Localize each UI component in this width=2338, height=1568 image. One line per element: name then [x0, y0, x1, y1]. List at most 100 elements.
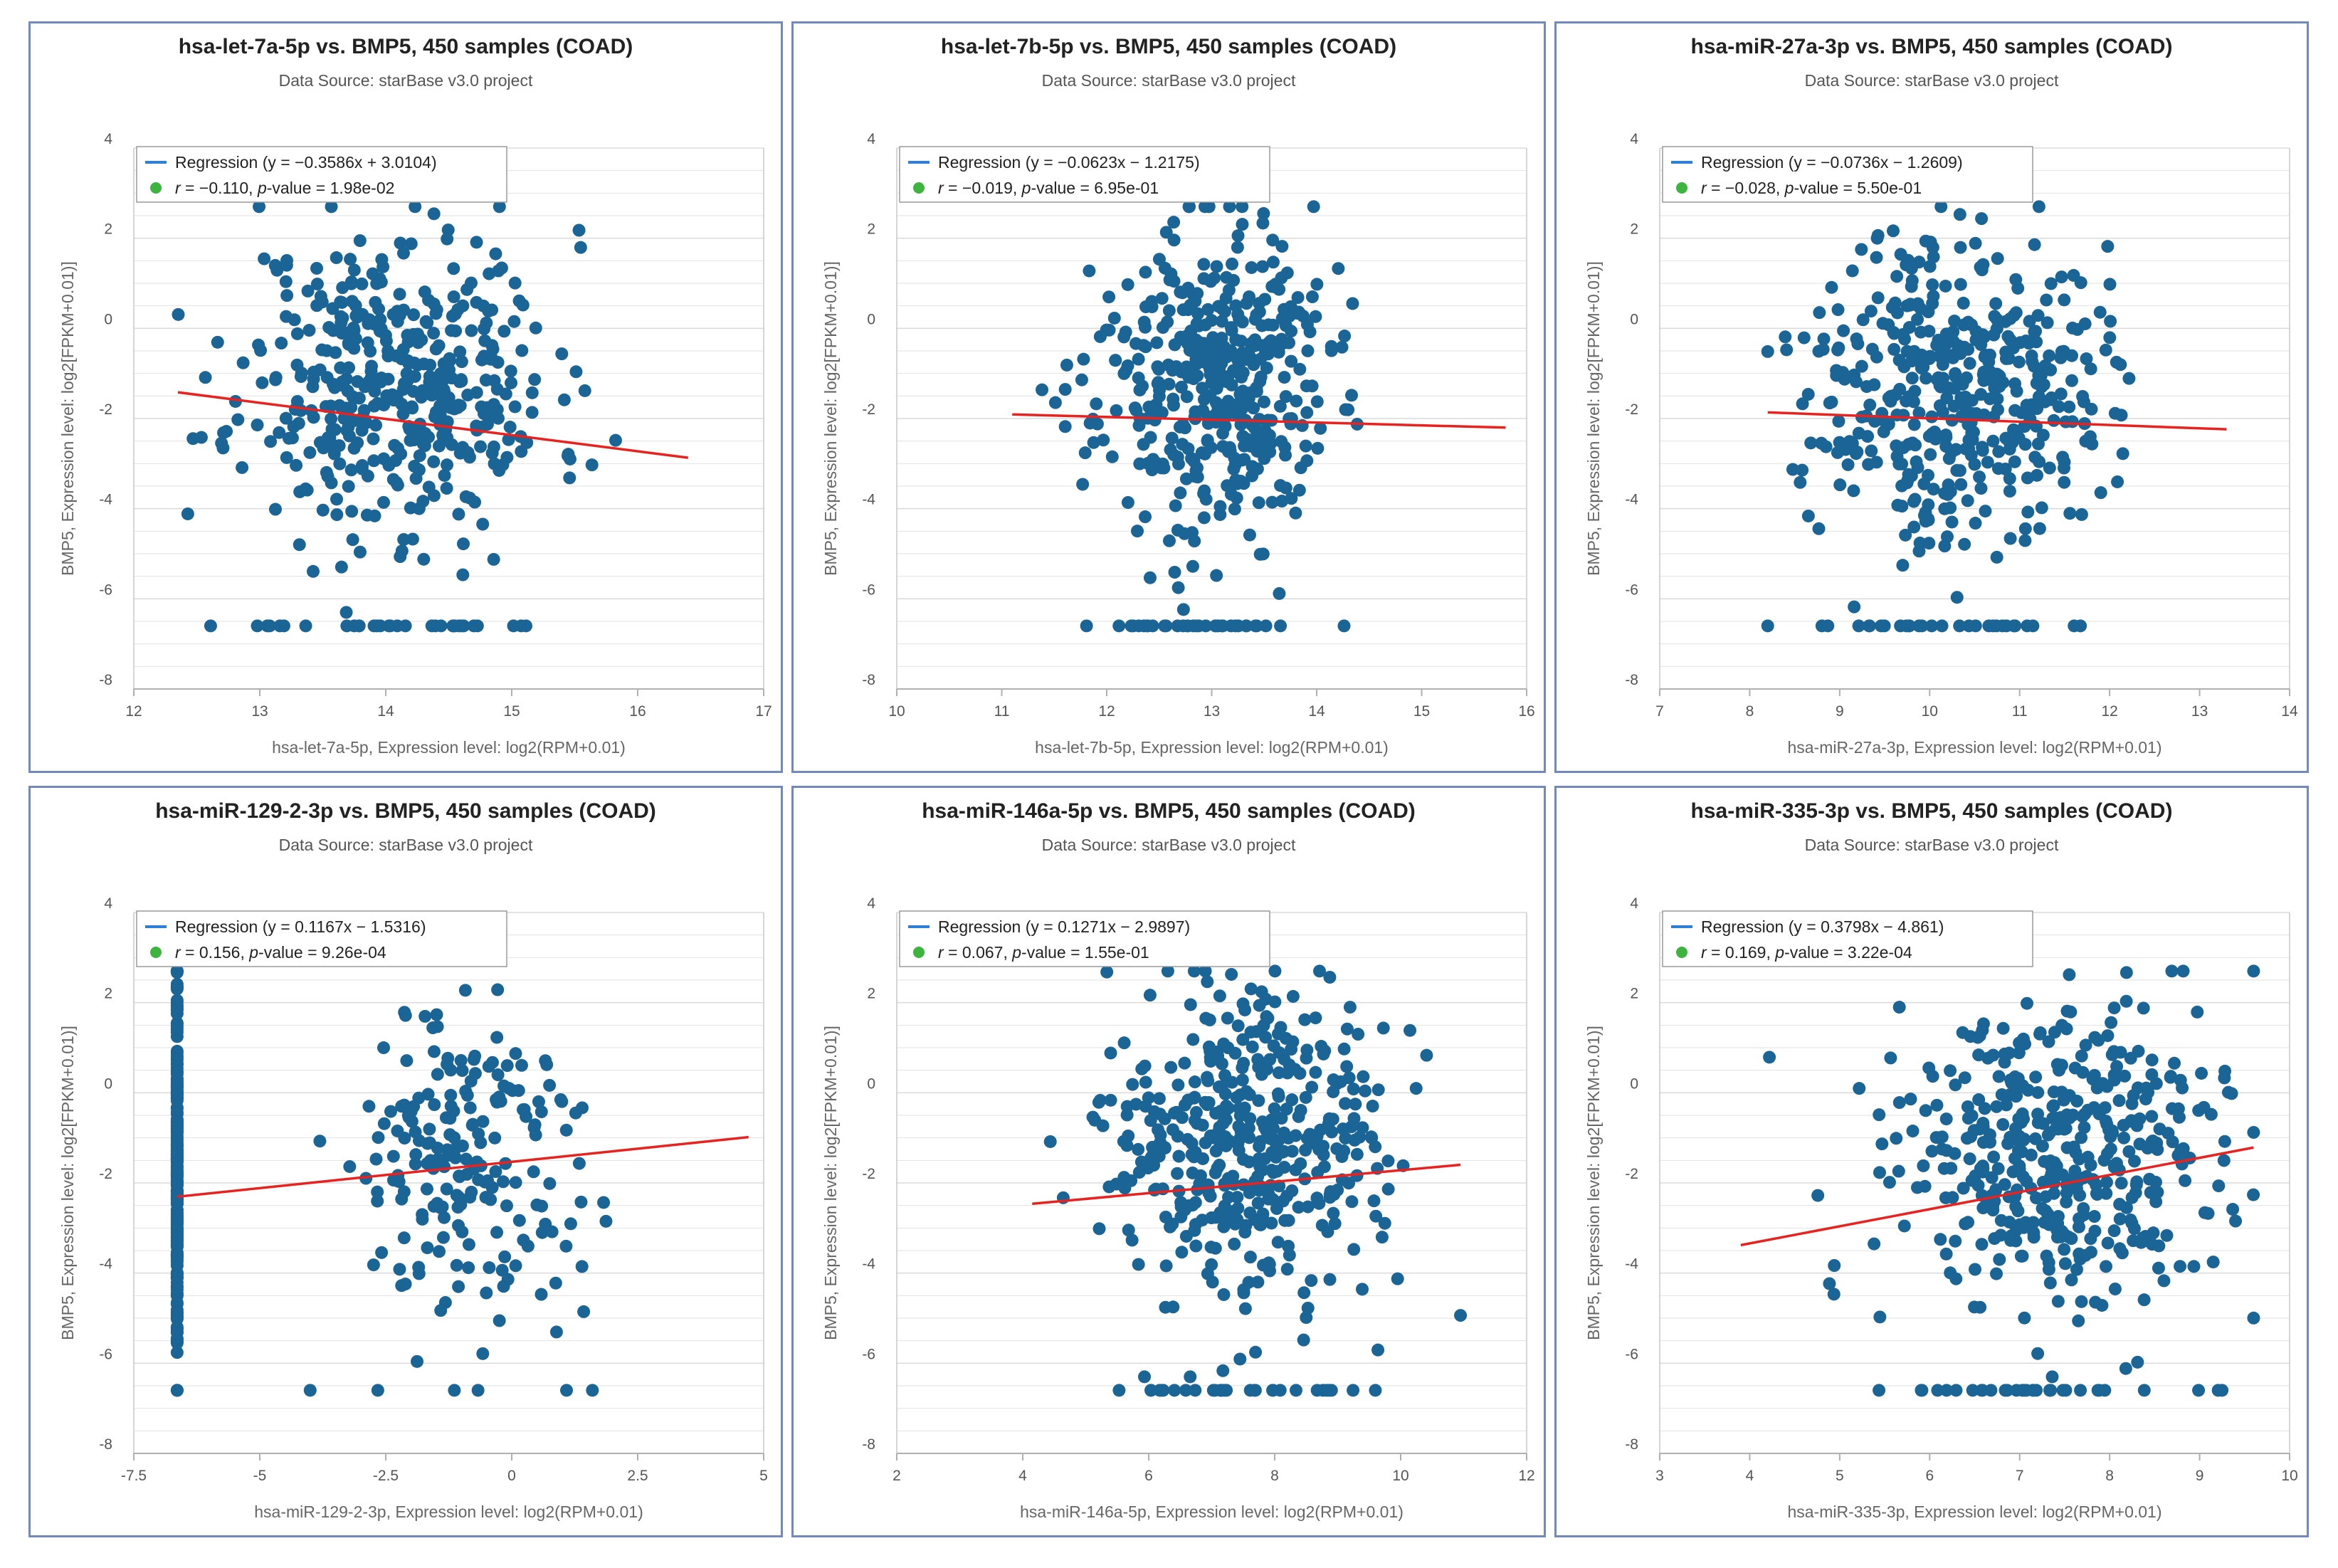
- data-point: [372, 302, 386, 316]
- data-point: [2048, 1156, 2061, 1169]
- data-point: [1937, 1162, 1951, 1175]
- data-point: [1864, 305, 1878, 318]
- data-point: [172, 307, 185, 321]
- data-point: [1244, 982, 1258, 996]
- data-point: [1300, 1311, 1313, 1325]
- data-point: [1310, 278, 1324, 291]
- data-point: [1167, 233, 1181, 247]
- data-point: [2018, 1311, 2031, 1325]
- data-point: [1188, 1090, 1201, 1104]
- data-point: [491, 1068, 505, 1082]
- data-point: [2052, 400, 2065, 414]
- data-point: [1135, 1062, 1149, 1075]
- data-point: [362, 376, 375, 389]
- data-point: [1234, 335, 1248, 348]
- data-point: [2115, 1177, 2128, 1190]
- data-point: [1391, 1272, 1404, 1285]
- data-point: [1139, 340, 1152, 354]
- data-point: [482, 305, 495, 318]
- data-point: [1949, 346, 1963, 359]
- legend-p-symbol: p: [1011, 943, 1021, 962]
- data-point: [1940, 1384, 1954, 1397]
- legend-r-symbol: r: [938, 943, 944, 962]
- data-point: [2117, 1131, 2131, 1145]
- x-tick-label: 9: [1836, 703, 1844, 720]
- data-point: [1862, 458, 1875, 471]
- data-point: [1215, 406, 1228, 420]
- data-point: [1195, 446, 1209, 460]
- data-point: [412, 1091, 426, 1105]
- data-point: [493, 200, 506, 214]
- data-point: [1927, 483, 1940, 496]
- data-point: [1121, 278, 1134, 291]
- data-point: [2031, 1347, 2045, 1360]
- data-point: [1894, 248, 1907, 261]
- x-tick-label: 8: [1746, 703, 1754, 720]
- data-point: [1975, 1238, 1989, 1251]
- data-point: [2247, 964, 2260, 978]
- data-point: [369, 419, 383, 432]
- data-point: [2054, 1111, 2068, 1125]
- data-point: [1999, 352, 2013, 365]
- x-tick-label: 10: [1392, 1468, 1408, 1484]
- data-point: [459, 1152, 473, 1166]
- data-point: [339, 372, 353, 386]
- data-point: [2057, 461, 2070, 475]
- data-point: [1939, 1112, 1953, 1126]
- data-point: [2058, 293, 2071, 307]
- data-point: [346, 533, 359, 547]
- data-point: [505, 376, 518, 389]
- data-point: [457, 537, 470, 551]
- data-point: [2063, 968, 2076, 982]
- data-point: [512, 294, 526, 307]
- data-point: [1953, 464, 1966, 478]
- legend: Regression (y = 0.1271x − 2.9897) r = 0.0…: [899, 910, 1270, 967]
- data-point: [220, 425, 233, 438]
- data-point: [1870, 251, 1883, 264]
- data-point: [1906, 1125, 1920, 1138]
- data-point: [1999, 1384, 2012, 1397]
- data-point: [1275, 1145, 1289, 1159]
- legend-box: [899, 146, 1270, 203]
- data-point: [1080, 619, 1093, 633]
- data-point: [1300, 406, 1314, 419]
- data-point: [170, 1053, 184, 1067]
- data-point: [397, 532, 411, 546]
- data-point: [2124, 1051, 2137, 1065]
- data-point: [1301, 1200, 1315, 1214]
- data-point: [1294, 461, 1307, 475]
- data-point: [479, 1191, 493, 1204]
- data-point: [512, 1084, 525, 1098]
- data-point: [549, 1325, 563, 1339]
- data-point: [1991, 392, 2004, 406]
- data-point: [1340, 1022, 1354, 1036]
- data-point: [1922, 1061, 1936, 1075]
- data-point: [2080, 352, 2093, 366]
- data-point: [1868, 1237, 1881, 1251]
- data-point: [2043, 1276, 2057, 1290]
- data-point: [1973, 1122, 1986, 1136]
- data-point: [1345, 1195, 1359, 1209]
- data-point: [1905, 469, 1918, 483]
- data-point: [1236, 200, 1249, 214]
- data-point: [438, 468, 451, 482]
- data-point: [1963, 357, 1976, 370]
- data-point: [1224, 321, 1238, 335]
- data-point: [2047, 1099, 2060, 1112]
- data-point: [1093, 330, 1107, 343]
- data-point: [420, 1182, 433, 1196]
- y-tick-label: -2: [1625, 401, 1638, 418]
- data-point: [1171, 581, 1185, 594]
- data-point: [1225, 967, 1238, 981]
- data-point: [528, 373, 542, 386]
- data-point: [1255, 260, 1269, 273]
- data-point: [302, 324, 316, 337]
- data-point: [2104, 1130, 2117, 1144]
- data-point: [1831, 343, 1845, 357]
- data-point: [2008, 404, 2022, 417]
- data-point: [1255, 1163, 1269, 1177]
- data-point: [1947, 335, 1960, 348]
- data-point: [1121, 495, 1134, 509]
- data-point: [496, 1175, 510, 1189]
- data-point: [1860, 380, 1873, 394]
